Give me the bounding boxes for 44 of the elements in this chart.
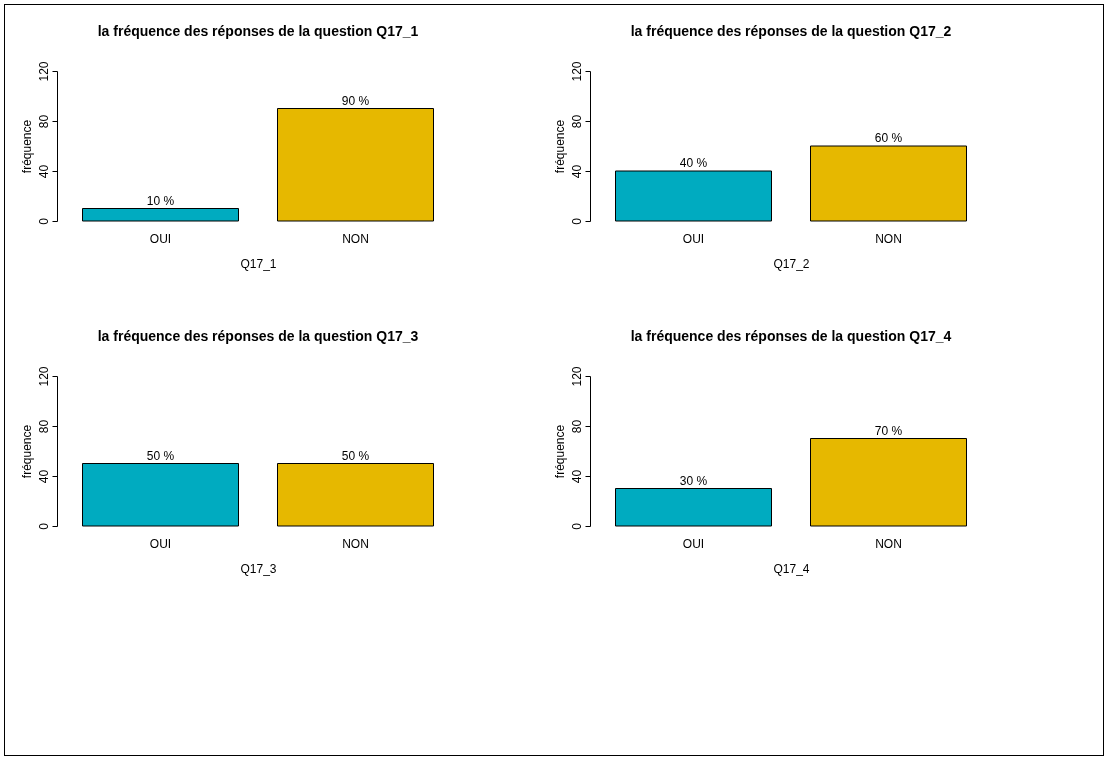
- x-tick-label: NON: [875, 536, 902, 551]
- y-tick-label: 0: [36, 217, 51, 225]
- x-tick-label: OUI: [149, 231, 172, 246]
- y-tick-label: 120: [36, 366, 51, 387]
- data-label: 50 %: [146, 448, 175, 463]
- y-tick-label: 0: [569, 522, 584, 530]
- x-tick-label: NON: [875, 231, 902, 246]
- y-tick-label: 40: [569, 164, 584, 179]
- x-tick-label: NON: [342, 231, 369, 246]
- y-tick-label: 120: [569, 366, 584, 387]
- data-label: 40 %: [679, 156, 708, 170]
- y-tick-label: 80: [569, 419, 584, 434]
- chart-title: la fréquence des réponses de la question Q17_2: [630, 22, 952, 39]
- y-axis-title: fréquence: [19, 119, 34, 174]
- y-tick-label: 0: [569, 217, 584, 225]
- data-label: 70 %: [874, 423, 903, 438]
- x-axis-title: Q17_1: [240, 256, 277, 271]
- x-axis-title: Q17_3: [240, 561, 277, 576]
- data-label: 30 %: [679, 473, 708, 488]
- chart-title: la fréquence des réponses de la question Q17_4: [630, 327, 952, 344]
- y-tick-label: 120: [569, 61, 584, 82]
- y-axis-title: fréquence: [19, 424, 34, 479]
- y-axis-title: fréquence: [552, 424, 567, 479]
- x-tick-label: OUI: [149, 536, 172, 551]
- x-axis-title: Q17_2: [773, 256, 810, 271]
- chart-title: la fréquence des réponses de la question Q17_1: [97, 22, 419, 39]
- data-label: 60 %: [874, 131, 903, 145]
- y-tick-label: 120: [36, 61, 51, 82]
- x-axis-title: Q17_4: [773, 561, 810, 576]
- y-tick-label: 80: [36, 114, 51, 129]
- x-tick-label: OUI: [682, 536, 705, 551]
- data-label: 90 %: [341, 93, 370, 108]
- y-axis-title: fréquence: [552, 119, 567, 174]
- y-tick-label: 0: [36, 522, 51, 530]
- x-tick-label: OUI: [682, 231, 705, 246]
- y-tick-label: 80: [36, 419, 51, 434]
- y-tick-label: 40: [36, 164, 51, 179]
- data-label: 50 %: [341, 448, 370, 463]
- y-tick-label: 40: [36, 469, 51, 484]
- y-tick-label: 80: [569, 114, 584, 129]
- chart-title: la fréquence des réponses de la question Q17_3: [97, 327, 419, 344]
- y-tick-label: 40: [569, 469, 584, 484]
- x-tick-label: NON: [342, 536, 369, 551]
- data-label: 10 %: [146, 193, 175, 208]
